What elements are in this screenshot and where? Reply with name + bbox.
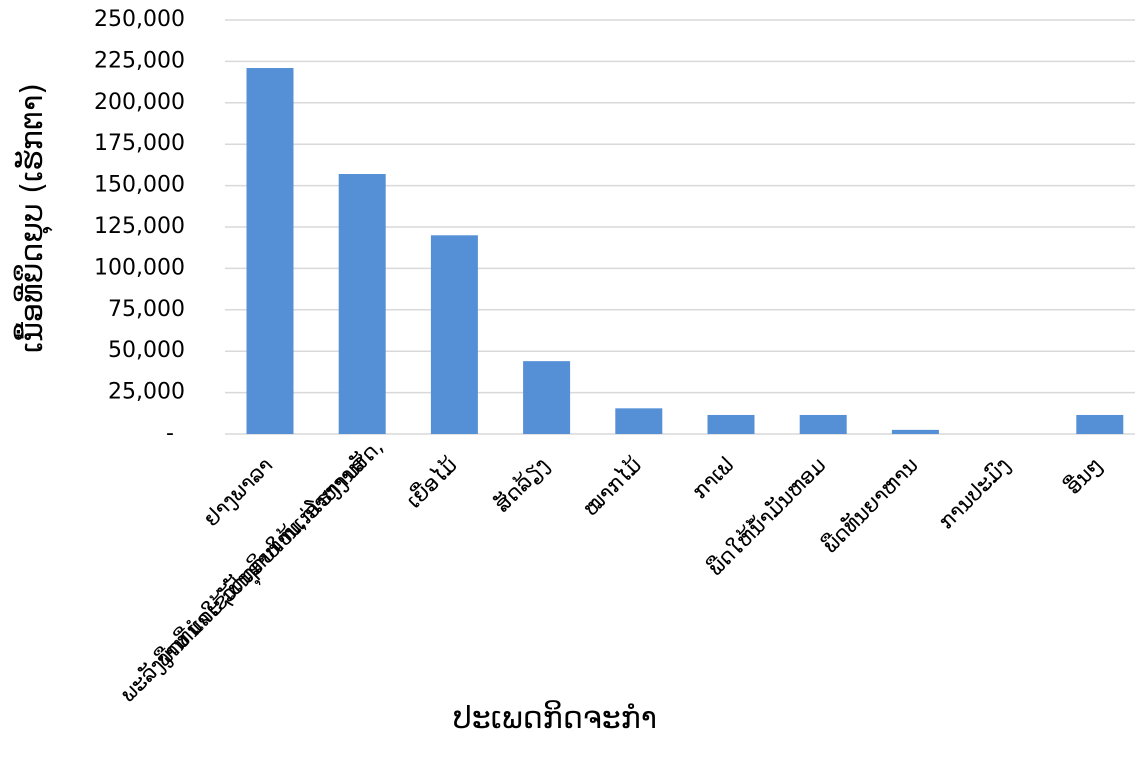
bar: [523, 361, 571, 434]
x-axis-title: ປະເພດກິດຈະກຳ: [453, 700, 657, 736]
bar: [246, 68, 294, 435]
x-category-label: ພືດທັນຍາຫານ: [817, 452, 923, 558]
bar: [707, 414, 755, 434]
bar: [338, 174, 386, 434]
bar: [1076, 414, 1124, 434]
y-tick-label: 225,000: [94, 48, 185, 73]
y-tick-label: 50,000: [108, 338, 185, 363]
y-axis-tick-labels: - 25,000 50,000 75,000 100,000 125,000 150,000…: [94, 7, 185, 446]
y-tick-label: 250,000: [94, 7, 185, 32]
y-tick-label: 175,000: [94, 131, 185, 156]
y-tick-label: 75,000: [108, 297, 185, 322]
y-tick-label: 25,000: [108, 380, 185, 405]
x-category-label: ເຍື່ອໄມ້: [401, 452, 462, 513]
bar: [615, 408, 663, 434]
x-category-label: ກາເຟ: [688, 453, 739, 504]
y-tick-label: -: [166, 421, 174, 446]
x-category-label: ຢາງພາລາ: [199, 453, 277, 531]
y-tick-label: 125,000: [94, 214, 185, 239]
x-category-label: ໝາກໄມ້: [577, 452, 646, 521]
x-category-label: ສັດລ້ຽງ: [489, 452, 554, 517]
bars: [246, 68, 1124, 435]
x-category-label: ອື່ນໆ: [1060, 452, 1107, 499]
bar: [799, 414, 847, 434]
y-axis-title: ເນື້ອທີ່ຍຶດຍຸບ (ເຮັກຕາ): [14, 83, 53, 353]
y-tick-label: 150,000: [94, 173, 185, 198]
bar: [430, 235, 478, 434]
x-category-label: ການປະມົງ: [934, 453, 1015, 534]
bar: [891, 429, 939, 434]
y-tick-label: 100,000: [94, 255, 185, 280]
y-tick-label: 200,000: [94, 90, 185, 115]
